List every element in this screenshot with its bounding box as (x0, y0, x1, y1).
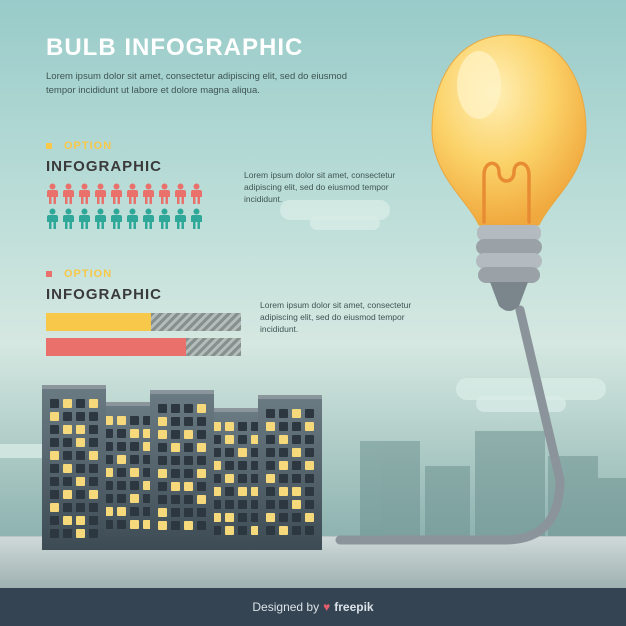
person-icon (110, 208, 123, 230)
person-icon (174, 208, 187, 230)
bar-remainder (186, 338, 241, 356)
person-icon (174, 183, 187, 205)
people-row (46, 208, 203, 230)
person-icon (126, 183, 139, 205)
bar-fill (46, 313, 151, 331)
progress-bar (46, 338, 241, 356)
building-windows (158, 404, 206, 542)
person-icon (190, 183, 203, 205)
building-windows (50, 399, 98, 542)
section-bars: OPTION INFOGRAPHIC (46, 268, 241, 363)
person-icon (78, 183, 91, 205)
person-icon (158, 208, 171, 230)
page-subtitle: Lorem ipsum dolor sit amet, consectetur … (46, 70, 356, 98)
building (150, 390, 214, 550)
infographic-label: INFOGRAPHIC (46, 286, 241, 303)
header-area: BULB INFOGRAPHIC Lorem ipsum dolor sit a… (46, 34, 356, 98)
infographic-canvas: BULB INFOGRAPHIC Lorem ipsum dolor sit a… (0, 0, 626, 626)
building-windows (212, 422, 260, 542)
option-label: OPTION (64, 268, 112, 280)
bar-remainder (151, 313, 241, 331)
person-icon (190, 208, 203, 230)
person-icon (110, 183, 123, 205)
person-icon (94, 208, 107, 230)
person-icon (78, 208, 91, 230)
building-windows (104, 416, 152, 542)
person-icon (142, 208, 155, 230)
person-icon (46, 208, 59, 230)
section-heading: OPTION (46, 268, 241, 280)
building (258, 395, 322, 550)
person-icon (158, 183, 171, 205)
page-title: BULB INFOGRAPHIC (46, 34, 356, 62)
infographic-label: INFOGRAPHIC (46, 158, 203, 175)
section-heading: OPTION (46, 140, 203, 152)
person-icon (126, 208, 139, 230)
section-people: OPTION INFOGRAPHIC (46, 140, 203, 233)
bar-chart (46, 313, 241, 356)
person-icon (46, 183, 59, 205)
bullet-icon (46, 271, 52, 277)
bullet-icon (46, 143, 52, 149)
people-icon-chart (46, 183, 203, 230)
person-icon (62, 208, 75, 230)
building (42, 385, 106, 550)
progress-bar (46, 313, 241, 331)
person-icon (62, 183, 75, 205)
people-row (46, 183, 203, 205)
bulb-icon (424, 30, 594, 320)
light-bulb-illustration (424, 30, 594, 325)
person-icon (142, 183, 155, 205)
buildings-cluster (42, 385, 312, 550)
option-label: OPTION (64, 140, 112, 152)
person-icon (94, 183, 107, 205)
building-windows (266, 409, 314, 542)
bar-fill (46, 338, 186, 356)
